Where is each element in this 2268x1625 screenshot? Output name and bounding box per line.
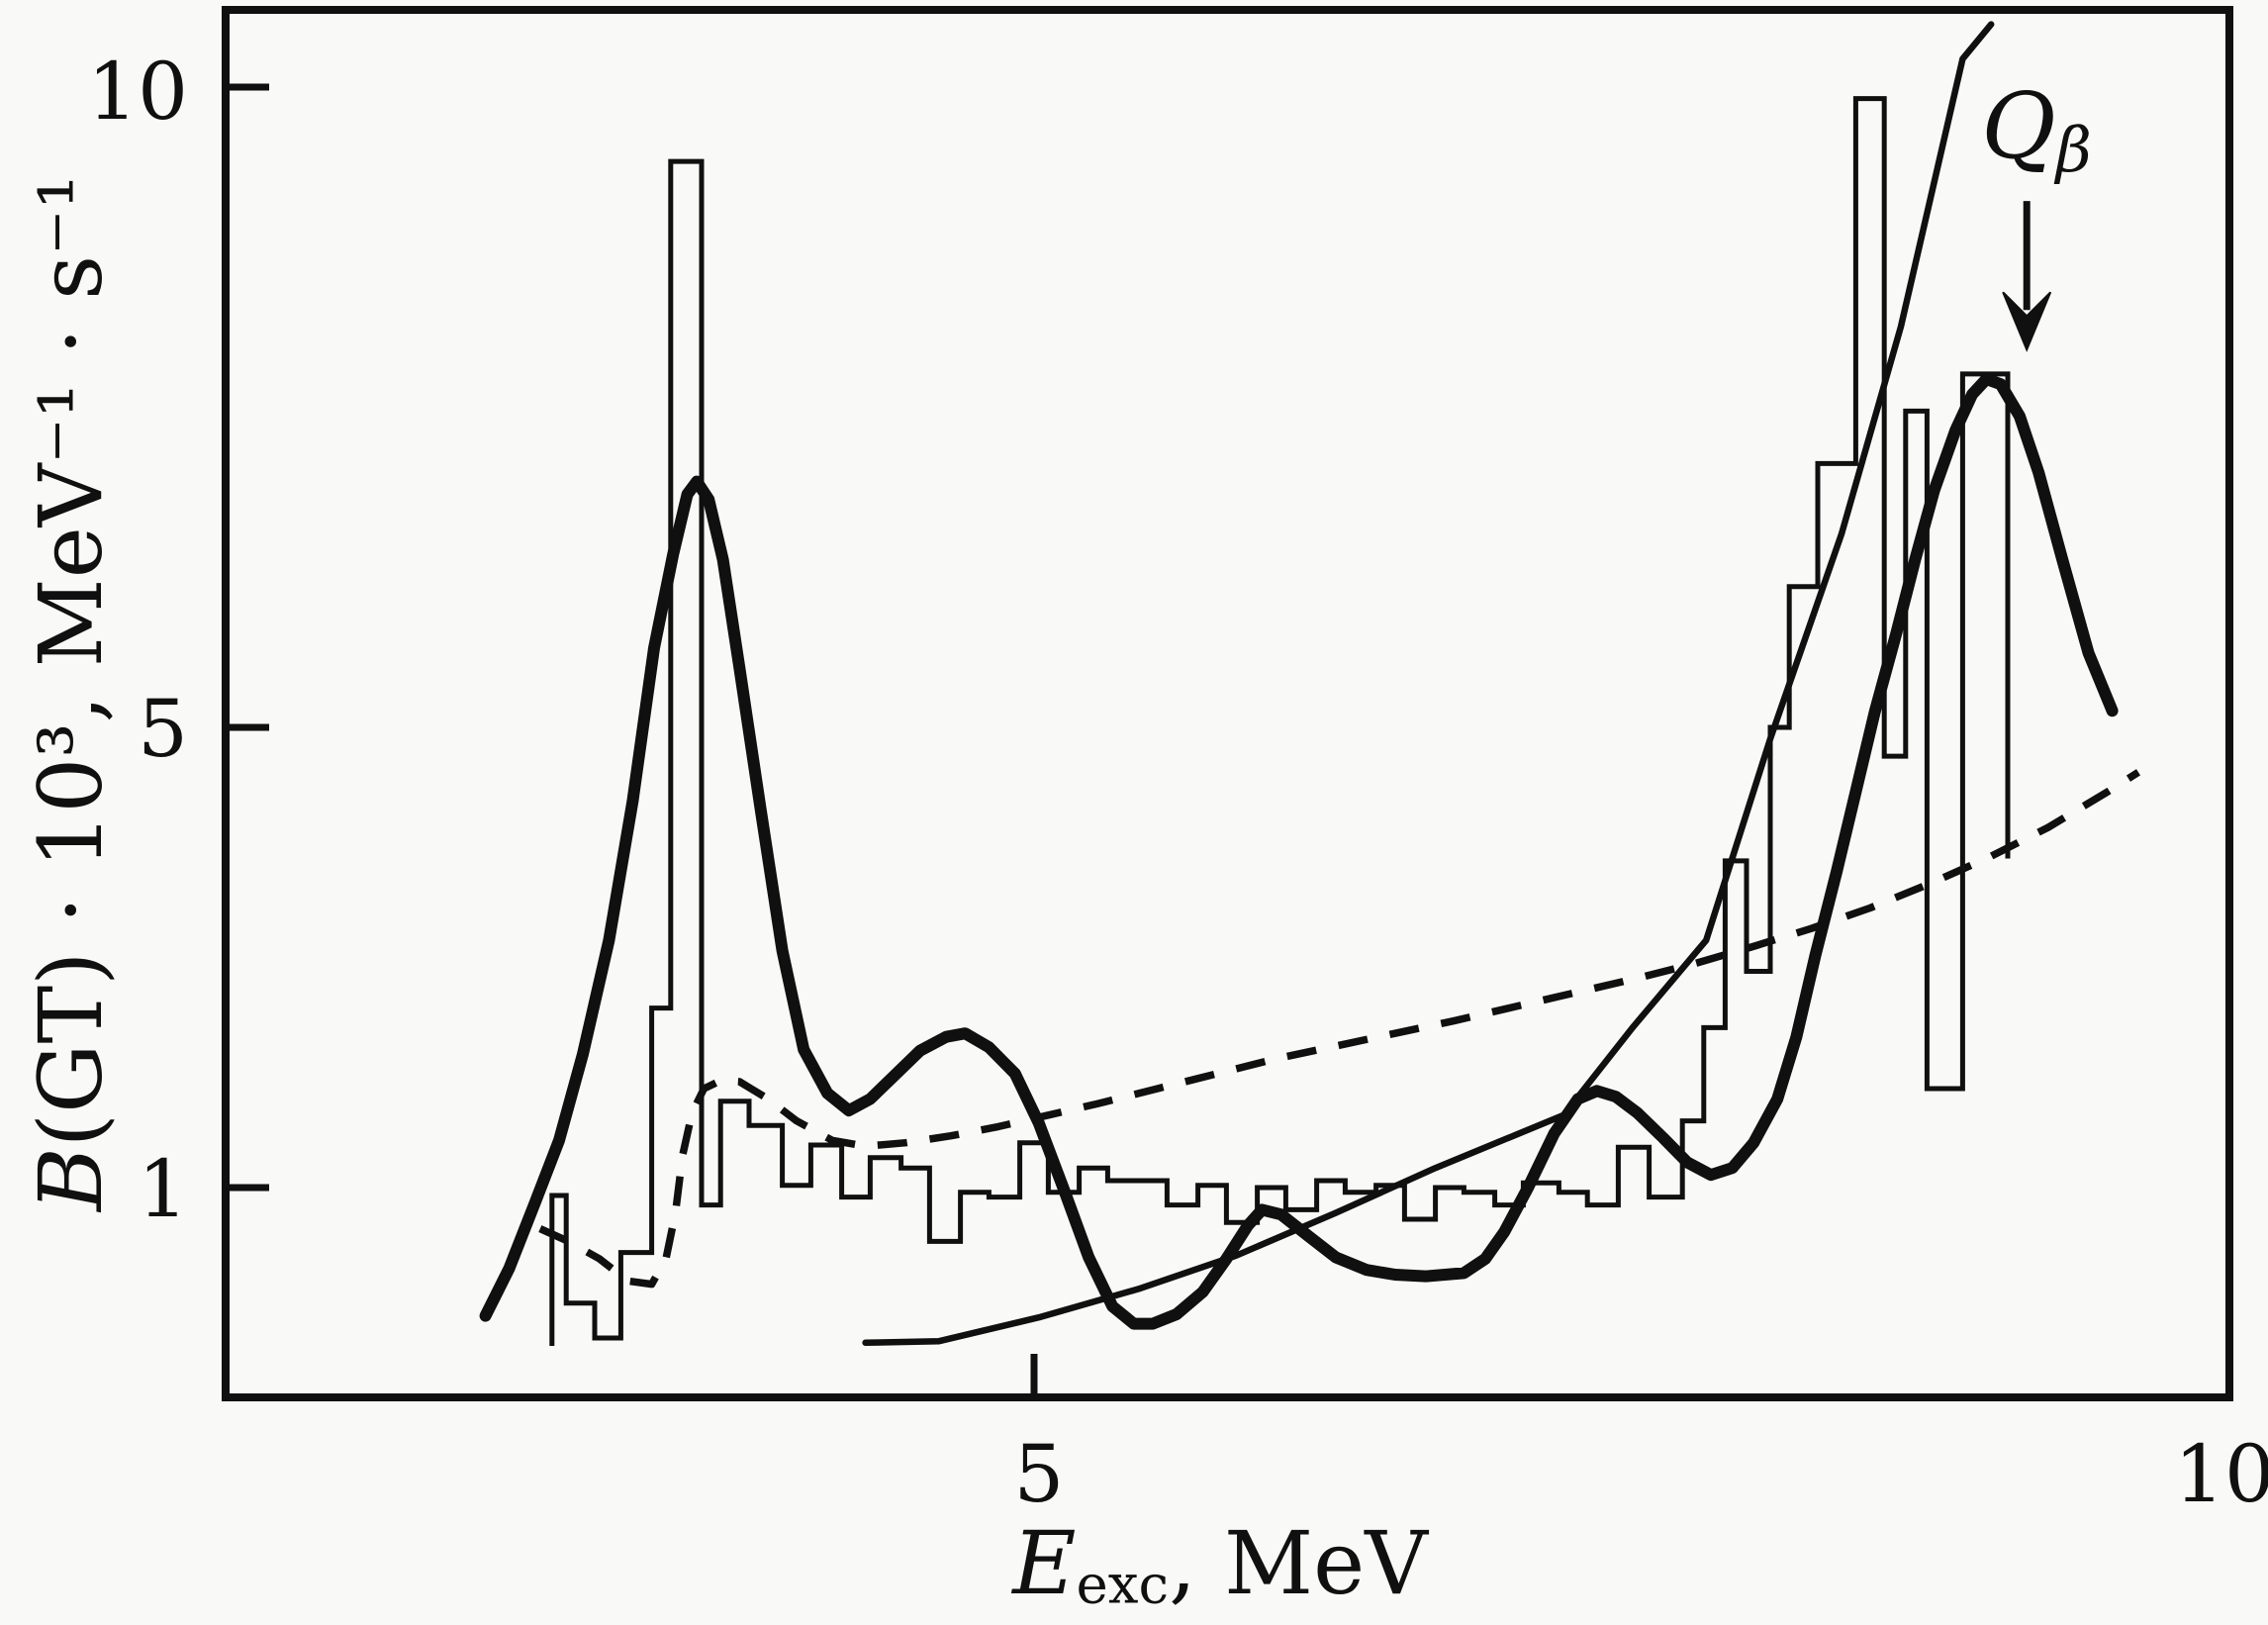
x-tick-label-5: 5 [1013,1428,1065,1520]
y-tick-label-5: 5 [138,683,188,775]
dashed-curve-path [538,769,2141,1289]
x-axis-label-symbol: E [1012,1511,1077,1614]
thick-curve-path [479,373,2119,1330]
x-axis-label: Eexc, MeV [1012,1519,1428,1611]
histogram-path [549,96,2011,1346]
x-tick-label-10: 10 [2174,1428,2268,1520]
qbeta-subscript: β [2055,114,2092,187]
qbeta-arrow-head [2002,291,2052,352]
y-axis-label-units: (GT) · 10³, MeV⁻¹ · s⁻¹ [20,174,122,1148]
y-tick-label-10: 10 [87,46,188,138]
plot-frame [222,6,2233,1401]
x-axis-label-subscript: exc [1076,1552,1170,1616]
y-axis-label-symbol: B [20,1147,122,1211]
y-tick-label-1: 1 [138,1143,188,1235]
qbeta-annotation-label: Qβ [1981,81,2092,181]
y-axis-label: B(GT) · 10³, MeV⁻¹ · s⁻¹ [20,174,122,1211]
qbeta-symbol: Q [1981,73,2056,180]
x-axis-label-units: , MeV [1169,1511,1428,1614]
